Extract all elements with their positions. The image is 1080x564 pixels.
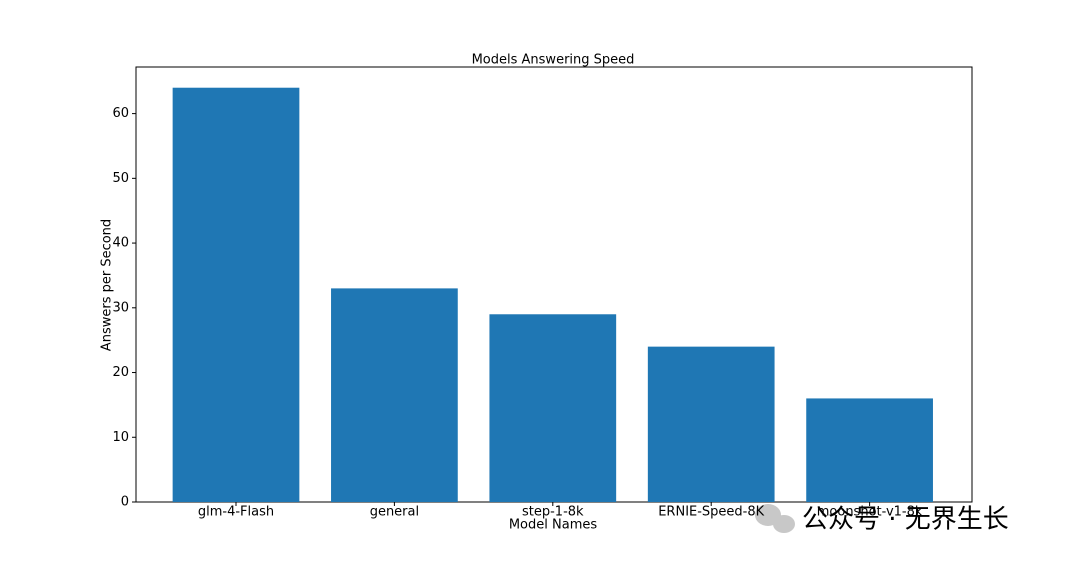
y-tick-label: 10 [112, 430, 129, 445]
watermark: 公众号 · 无界生长 [802, 505, 1009, 535]
bar [806, 398, 933, 502]
x-axis-label: Model Names [509, 518, 598, 533]
chart-title: Models Answering Speed [472, 53, 635, 68]
x-tick-label: glm-4-Flash [198, 505, 274, 520]
y-tick-label: 0 [121, 495, 129, 510]
y-axis-label: Answers per Second [100, 219, 115, 351]
y-tick-label: 40 [112, 236, 129, 251]
x-tick-label: general [370, 505, 419, 520]
bar [331, 288, 458, 502]
x-tick-label: moonshot-v1-8k [817, 505, 923, 520]
bar [172, 87, 300, 502]
x-tick-label: ERNIE-Speed-8K [658, 505, 764, 520]
y-tick-label: 30 [112, 300, 129, 315]
y-tick-label: 50 [112, 171, 129, 186]
watermark-icon [755, 504, 795, 533]
bar [647, 346, 775, 502]
x-tick-label: step-1-8k [522, 505, 584, 520]
y-tick-label: 60 [112, 106, 129, 121]
bar [489, 314, 617, 502]
y-tick-label: 20 [112, 365, 129, 380]
